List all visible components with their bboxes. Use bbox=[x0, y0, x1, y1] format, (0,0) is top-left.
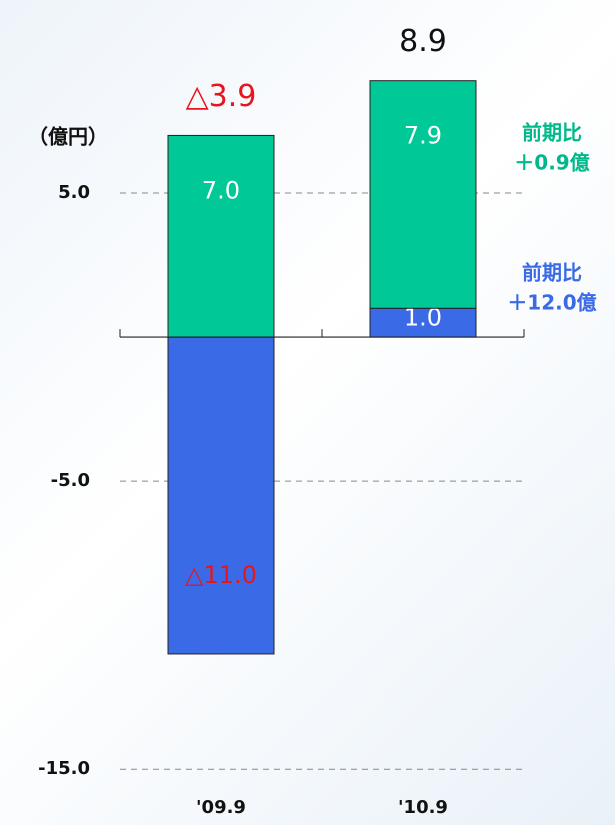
bar-segment bbox=[167, 336, 275, 655]
annotation: 前期比 bbox=[522, 261, 582, 285]
annotation: 前期比 bbox=[522, 121, 582, 145]
bar-segment bbox=[167, 134, 275, 338]
value-label: 7.9 bbox=[404, 122, 442, 150]
total-label: △3.9 bbox=[186, 79, 257, 114]
value-label: △11.0 bbox=[185, 561, 257, 589]
unit-label: （億円） bbox=[28, 125, 108, 149]
annotation: ＋0.9億 bbox=[514, 151, 589, 175]
y-tick-label: -15.0 bbox=[38, 758, 90, 779]
x-tick-label: '10.9 bbox=[398, 797, 448, 818]
bar-segment bbox=[369, 80, 477, 309]
y-tick-label: -5.0 bbox=[51, 470, 90, 491]
bar-segment bbox=[369, 307, 477, 338]
annotation: ＋12.0億 bbox=[507, 291, 596, 315]
y-tick-label: 5.0 bbox=[58, 182, 90, 203]
x-tick-label: '09.9 bbox=[196, 797, 246, 818]
total-label: 8.9 bbox=[399, 24, 447, 59]
value-label: 7.0 bbox=[202, 176, 240, 204]
